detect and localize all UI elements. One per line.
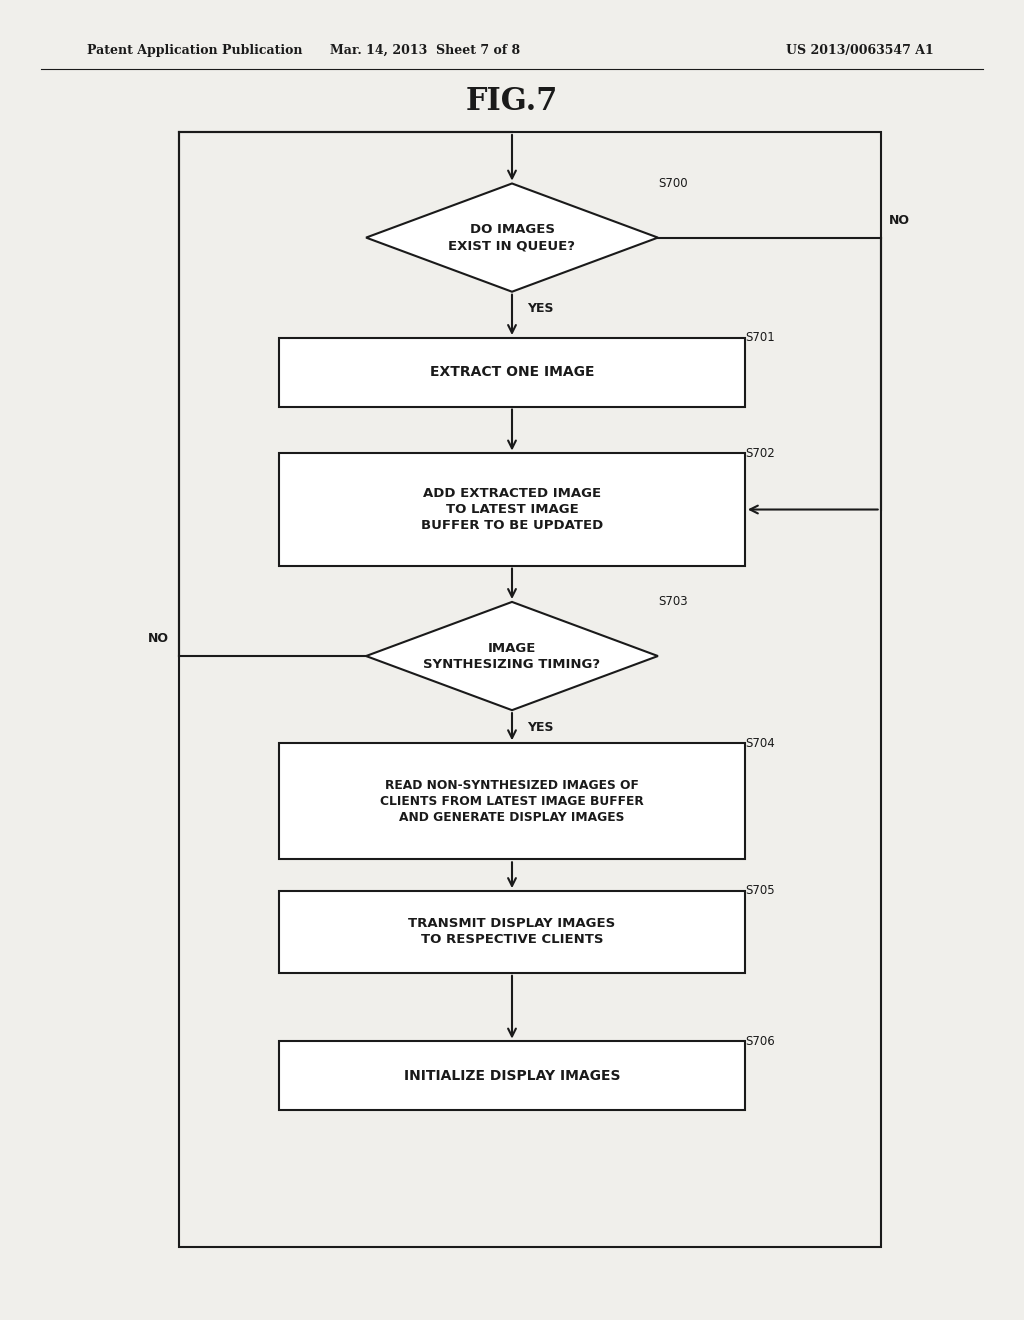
Bar bbox=[279, 743, 745, 859]
Text: S703: S703 bbox=[657, 595, 687, 609]
Text: TRANSMIT DISPLAY IMAGES
TO RESPECTIVE CLIENTS: TRANSMIT DISPLAY IMAGES TO RESPECTIVE CL… bbox=[409, 917, 615, 946]
Text: S702: S702 bbox=[745, 446, 775, 459]
Bar bbox=[279, 338, 745, 407]
Text: YES: YES bbox=[527, 302, 554, 315]
Text: FIG.7: FIG.7 bbox=[466, 86, 558, 117]
Text: US 2013/0063547 A1: US 2013/0063547 A1 bbox=[786, 44, 934, 57]
Polygon shape bbox=[367, 602, 657, 710]
Text: S706: S706 bbox=[745, 1035, 775, 1048]
Text: S704: S704 bbox=[745, 737, 775, 750]
Text: YES: YES bbox=[527, 721, 554, 734]
Polygon shape bbox=[367, 183, 657, 292]
Text: S701: S701 bbox=[745, 331, 775, 345]
Text: IMAGE
SYNTHESIZING TIMING?: IMAGE SYNTHESIZING TIMING? bbox=[424, 642, 600, 671]
Text: Patent Application Publication: Patent Application Publication bbox=[87, 44, 302, 57]
Text: ADD EXTRACTED IMAGE
TO LATEST IMAGE
BUFFER TO BE UPDATED: ADD EXTRACTED IMAGE TO LATEST IMAGE BUFF… bbox=[421, 487, 603, 532]
Bar bbox=[279, 454, 745, 565]
Text: INITIALIZE DISPLAY IMAGES: INITIALIZE DISPLAY IMAGES bbox=[403, 1069, 621, 1082]
Text: EXTRACT ONE IMAGE: EXTRACT ONE IMAGE bbox=[430, 366, 594, 379]
Bar bbox=[179, 132, 881, 1247]
Text: NO: NO bbox=[889, 214, 910, 227]
Text: DO IMAGES
EXIST IN QUEUE?: DO IMAGES EXIST IN QUEUE? bbox=[449, 223, 575, 252]
Text: NO: NO bbox=[147, 632, 169, 645]
Text: Mar. 14, 2013  Sheet 7 of 8: Mar. 14, 2013 Sheet 7 of 8 bbox=[330, 44, 520, 57]
Text: S705: S705 bbox=[745, 884, 774, 898]
Text: READ NON-SYNTHESIZED IMAGES OF
CLIENTS FROM LATEST IMAGE BUFFER
AND GENERATE DIS: READ NON-SYNTHESIZED IMAGES OF CLIENTS F… bbox=[380, 779, 644, 824]
Text: S700: S700 bbox=[657, 177, 687, 190]
Bar bbox=[279, 891, 745, 973]
Bar bbox=[279, 1041, 745, 1110]
